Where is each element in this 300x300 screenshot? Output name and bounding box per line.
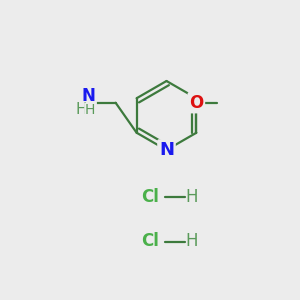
Text: H: H xyxy=(186,188,198,206)
Text: N: N xyxy=(82,87,96,105)
Text: N: N xyxy=(159,141,174,159)
Text: H: H xyxy=(75,102,87,117)
Text: O: O xyxy=(189,94,203,112)
Text: Cl: Cl xyxy=(141,232,159,250)
Text: H: H xyxy=(85,103,95,117)
Text: Cl: Cl xyxy=(141,188,159,206)
Text: H: H xyxy=(186,232,198,250)
